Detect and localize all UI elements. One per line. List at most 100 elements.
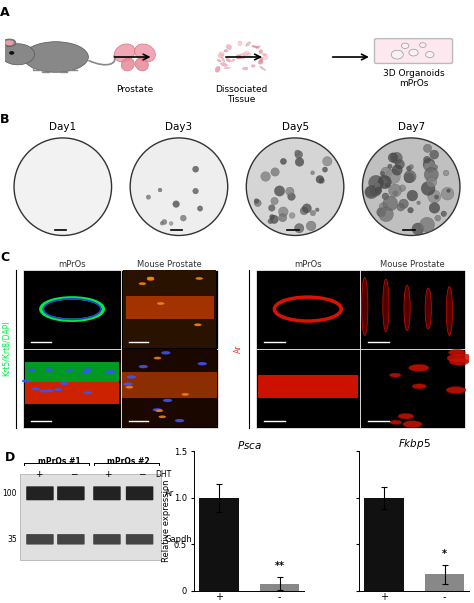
Title: $\it{Psca}$: $\it{Psca}$ [237,438,262,450]
Bar [20,474,161,560]
Circle shape [397,203,404,211]
Ellipse shape [242,67,248,70]
Text: D: D [5,452,15,464]
Circle shape [295,150,300,155]
FancyBboxPatch shape [374,39,453,63]
Circle shape [139,282,146,285]
Text: Prostate: Prostate [116,85,154,94]
Circle shape [271,197,278,205]
Circle shape [390,420,401,425]
Circle shape [370,185,381,196]
Circle shape [389,184,401,197]
Circle shape [271,168,279,176]
Ellipse shape [23,42,88,72]
Circle shape [288,193,295,200]
FancyBboxPatch shape [126,487,153,500]
Ellipse shape [217,60,221,62]
Circle shape [363,138,460,235]
Circle shape [423,144,432,153]
Circle shape [195,277,203,280]
Circle shape [302,204,311,213]
Circle shape [315,208,319,212]
Circle shape [310,171,315,175]
Circle shape [386,169,401,184]
Circle shape [426,177,437,188]
Bar [258,376,358,397]
Circle shape [182,393,189,396]
Circle shape [194,323,201,326]
Ellipse shape [425,288,431,329]
Circle shape [22,379,30,382]
FancyBboxPatch shape [57,487,85,500]
Circle shape [173,201,180,207]
Bar [365,498,404,591]
Text: mPrOs: mPrOs [294,260,322,269]
Text: 35: 35 [7,535,17,544]
Circle shape [365,186,378,199]
Ellipse shape [226,58,230,62]
Text: mPrOs #1: mPrOs #1 [38,457,81,466]
Circle shape [278,207,288,216]
Ellipse shape [260,66,265,71]
Circle shape [408,207,413,213]
Text: Mouse Prostate: Mouse Prostate [380,260,445,269]
Circle shape [391,153,402,164]
Ellipse shape [224,68,230,69]
Circle shape [160,221,164,225]
Circle shape [268,204,275,211]
Circle shape [254,198,259,203]
Circle shape [197,206,203,211]
Circle shape [180,215,186,221]
Circle shape [399,185,406,192]
Circle shape [158,188,162,192]
Circle shape [409,165,413,169]
Bar [121,349,219,428]
Ellipse shape [135,44,155,62]
Circle shape [429,162,435,168]
Circle shape [105,371,113,374]
Ellipse shape [135,58,148,71]
Ellipse shape [446,286,453,335]
Circle shape [409,49,418,56]
Circle shape [153,408,162,411]
Ellipse shape [231,59,235,62]
Circle shape [424,168,438,182]
Text: Day7: Day7 [398,122,425,132]
Circle shape [31,387,40,390]
FancyBboxPatch shape [26,487,54,500]
Circle shape [382,193,389,200]
Circle shape [84,391,92,394]
Circle shape [107,370,116,373]
Circle shape [162,219,167,224]
Circle shape [289,213,295,218]
Circle shape [419,43,426,48]
Text: **: ** [274,561,285,572]
Circle shape [155,409,163,412]
Circle shape [423,159,435,170]
Circle shape [147,278,155,280]
FancyBboxPatch shape [57,534,85,545]
Ellipse shape [218,54,224,58]
FancyBboxPatch shape [93,487,121,500]
Circle shape [130,138,228,235]
Y-axis label: Relative expression: Relative expression [162,480,171,563]
Text: Ar: Ar [164,489,174,498]
Bar [255,349,360,428]
Circle shape [423,156,430,163]
Circle shape [393,191,398,196]
Circle shape [374,183,381,189]
Circle shape [399,199,409,209]
Text: mPrOs #2: mPrOs #2 [107,457,150,466]
Circle shape [412,223,424,235]
Circle shape [154,357,161,359]
Text: B: B [0,113,9,126]
Circle shape [426,52,434,58]
Circle shape [175,419,184,422]
Circle shape [448,350,465,356]
Ellipse shape [256,46,260,49]
Ellipse shape [236,55,242,59]
Text: Mouse Prostate: Mouse Prostate [137,260,202,269]
Bar [255,270,360,349]
Circle shape [441,211,447,216]
Ellipse shape [219,52,224,55]
